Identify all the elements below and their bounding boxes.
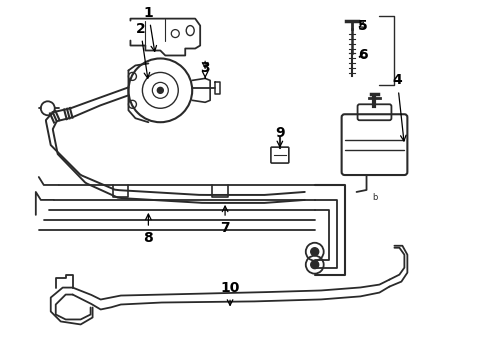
Text: 7: 7 [220, 206, 230, 235]
Text: 6: 6 [358, 49, 368, 63]
Text: 10: 10 [220, 280, 240, 305]
Text: 2: 2 [136, 22, 150, 78]
Circle shape [311, 261, 319, 269]
Text: 1: 1 [144, 6, 156, 51]
Text: 5: 5 [358, 19, 368, 33]
Circle shape [311, 248, 319, 256]
Text: 3: 3 [200, 62, 210, 78]
Text: b: b [372, 193, 377, 202]
Text: 8: 8 [144, 214, 153, 245]
Text: 4: 4 [392, 73, 406, 141]
Circle shape [157, 87, 163, 93]
Text: 9: 9 [275, 126, 285, 147]
